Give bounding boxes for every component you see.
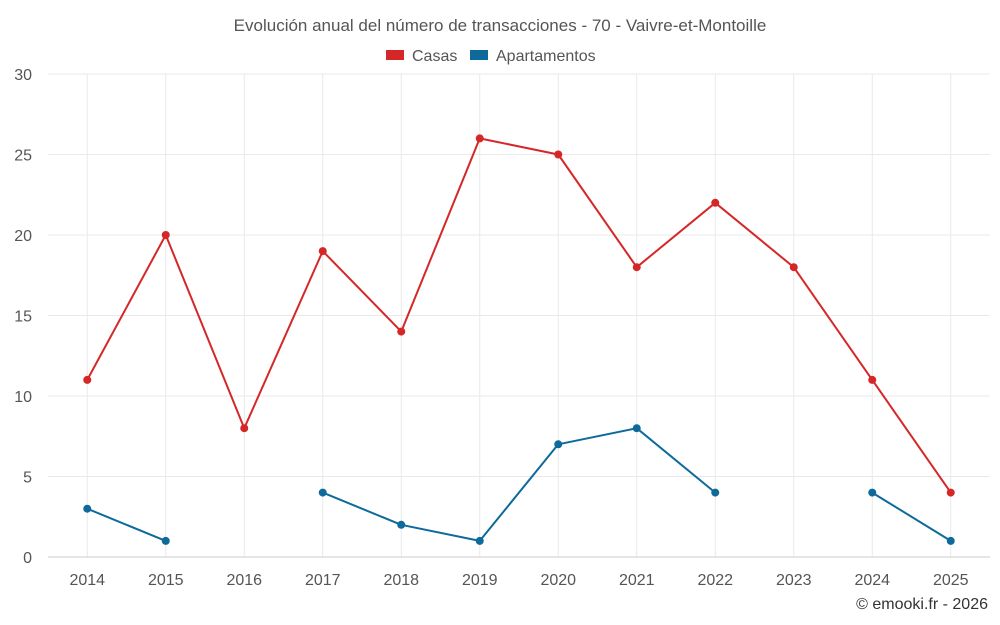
x-tick-label: 2018 [383,572,419,589]
x-tick-label: 2025 [933,572,969,589]
data-point-casas-2014[interactable] [83,375,92,384]
x-tick-label: 2017 [305,572,341,589]
legend: Casas Apartamentos [386,48,596,65]
x-tick-label: 2020 [540,572,576,589]
grid [48,73,990,557]
data-point-casas-2025[interactable] [946,488,955,497]
x-tick-label: 2019 [462,572,498,589]
chart-title: Evolución anual del número de transaccio… [234,16,767,35]
x-tick-label: 2021 [619,572,655,589]
x-tick-label: 2015 [148,572,184,589]
y-tick-label: 15 [14,309,32,326]
data-point-casas-2024[interactable] [868,375,877,384]
data-point-apartamentos-2021[interactable] [632,424,641,433]
legend-label-apartamentos[interactable]: Apartamentos [496,48,596,65]
data-point-apartamentos-2015[interactable] [161,536,170,545]
data-point-casas-2015[interactable] [161,231,170,239]
data-point-casas-2023[interactable] [789,263,798,272]
data-point-casas-2019[interactable] [475,134,484,143]
series-line-apartamentos [871,491,952,542]
series-line-apartamentos [322,427,716,542]
data-point-apartamentos-2019[interactable] [475,536,484,545]
data-point-apartamentos-2025[interactable] [946,536,955,545]
legend-swatch-apartamentos [470,50,488,60]
data-point-casas-2017[interactable] [318,247,327,256]
data-point-apartamentos-2020[interactable] [554,440,563,449]
y-tick-label: 20 [14,228,32,245]
data-point-casas-2021[interactable] [632,263,641,272]
legend-swatch-casas [386,50,404,60]
data-point-apartamentos-2018[interactable] [397,520,406,529]
data-point-apartamentos-2014[interactable] [83,504,92,513]
data-point-casas-2016[interactable] [240,424,249,433]
series-line-casas [86,137,952,494]
data-point-casas-2018[interactable] [397,327,406,336]
series-line-apartamentos [86,507,167,542]
y-tick-label: 25 [14,148,32,165]
y-tick-label: 10 [14,389,32,406]
x-tick-label: 2016 [226,572,262,589]
data-point-casas-2020[interactable] [554,150,563,159]
y-tick-label: 30 [14,67,32,84]
data-point-apartamentos-2024[interactable] [868,488,877,497]
data-point-casas-2022[interactable] [711,198,720,207]
data-point-apartamentos-2022[interactable] [711,488,720,497]
x-tick-label: 2024 [854,572,890,589]
series [83,134,955,545]
x-tick-label: 2022 [697,572,733,589]
legend-label-casas[interactable]: Casas [412,48,457,65]
data-point-apartamentos-2017[interactable] [318,488,327,497]
y-tick-label: 0 [23,550,32,567]
y-tick-label: 5 [23,470,32,487]
x-tick-label: 2014 [69,572,105,589]
x-tick-label: 2023 [776,572,812,589]
credit-text: © emooki.fr - 2026 [856,596,988,613]
